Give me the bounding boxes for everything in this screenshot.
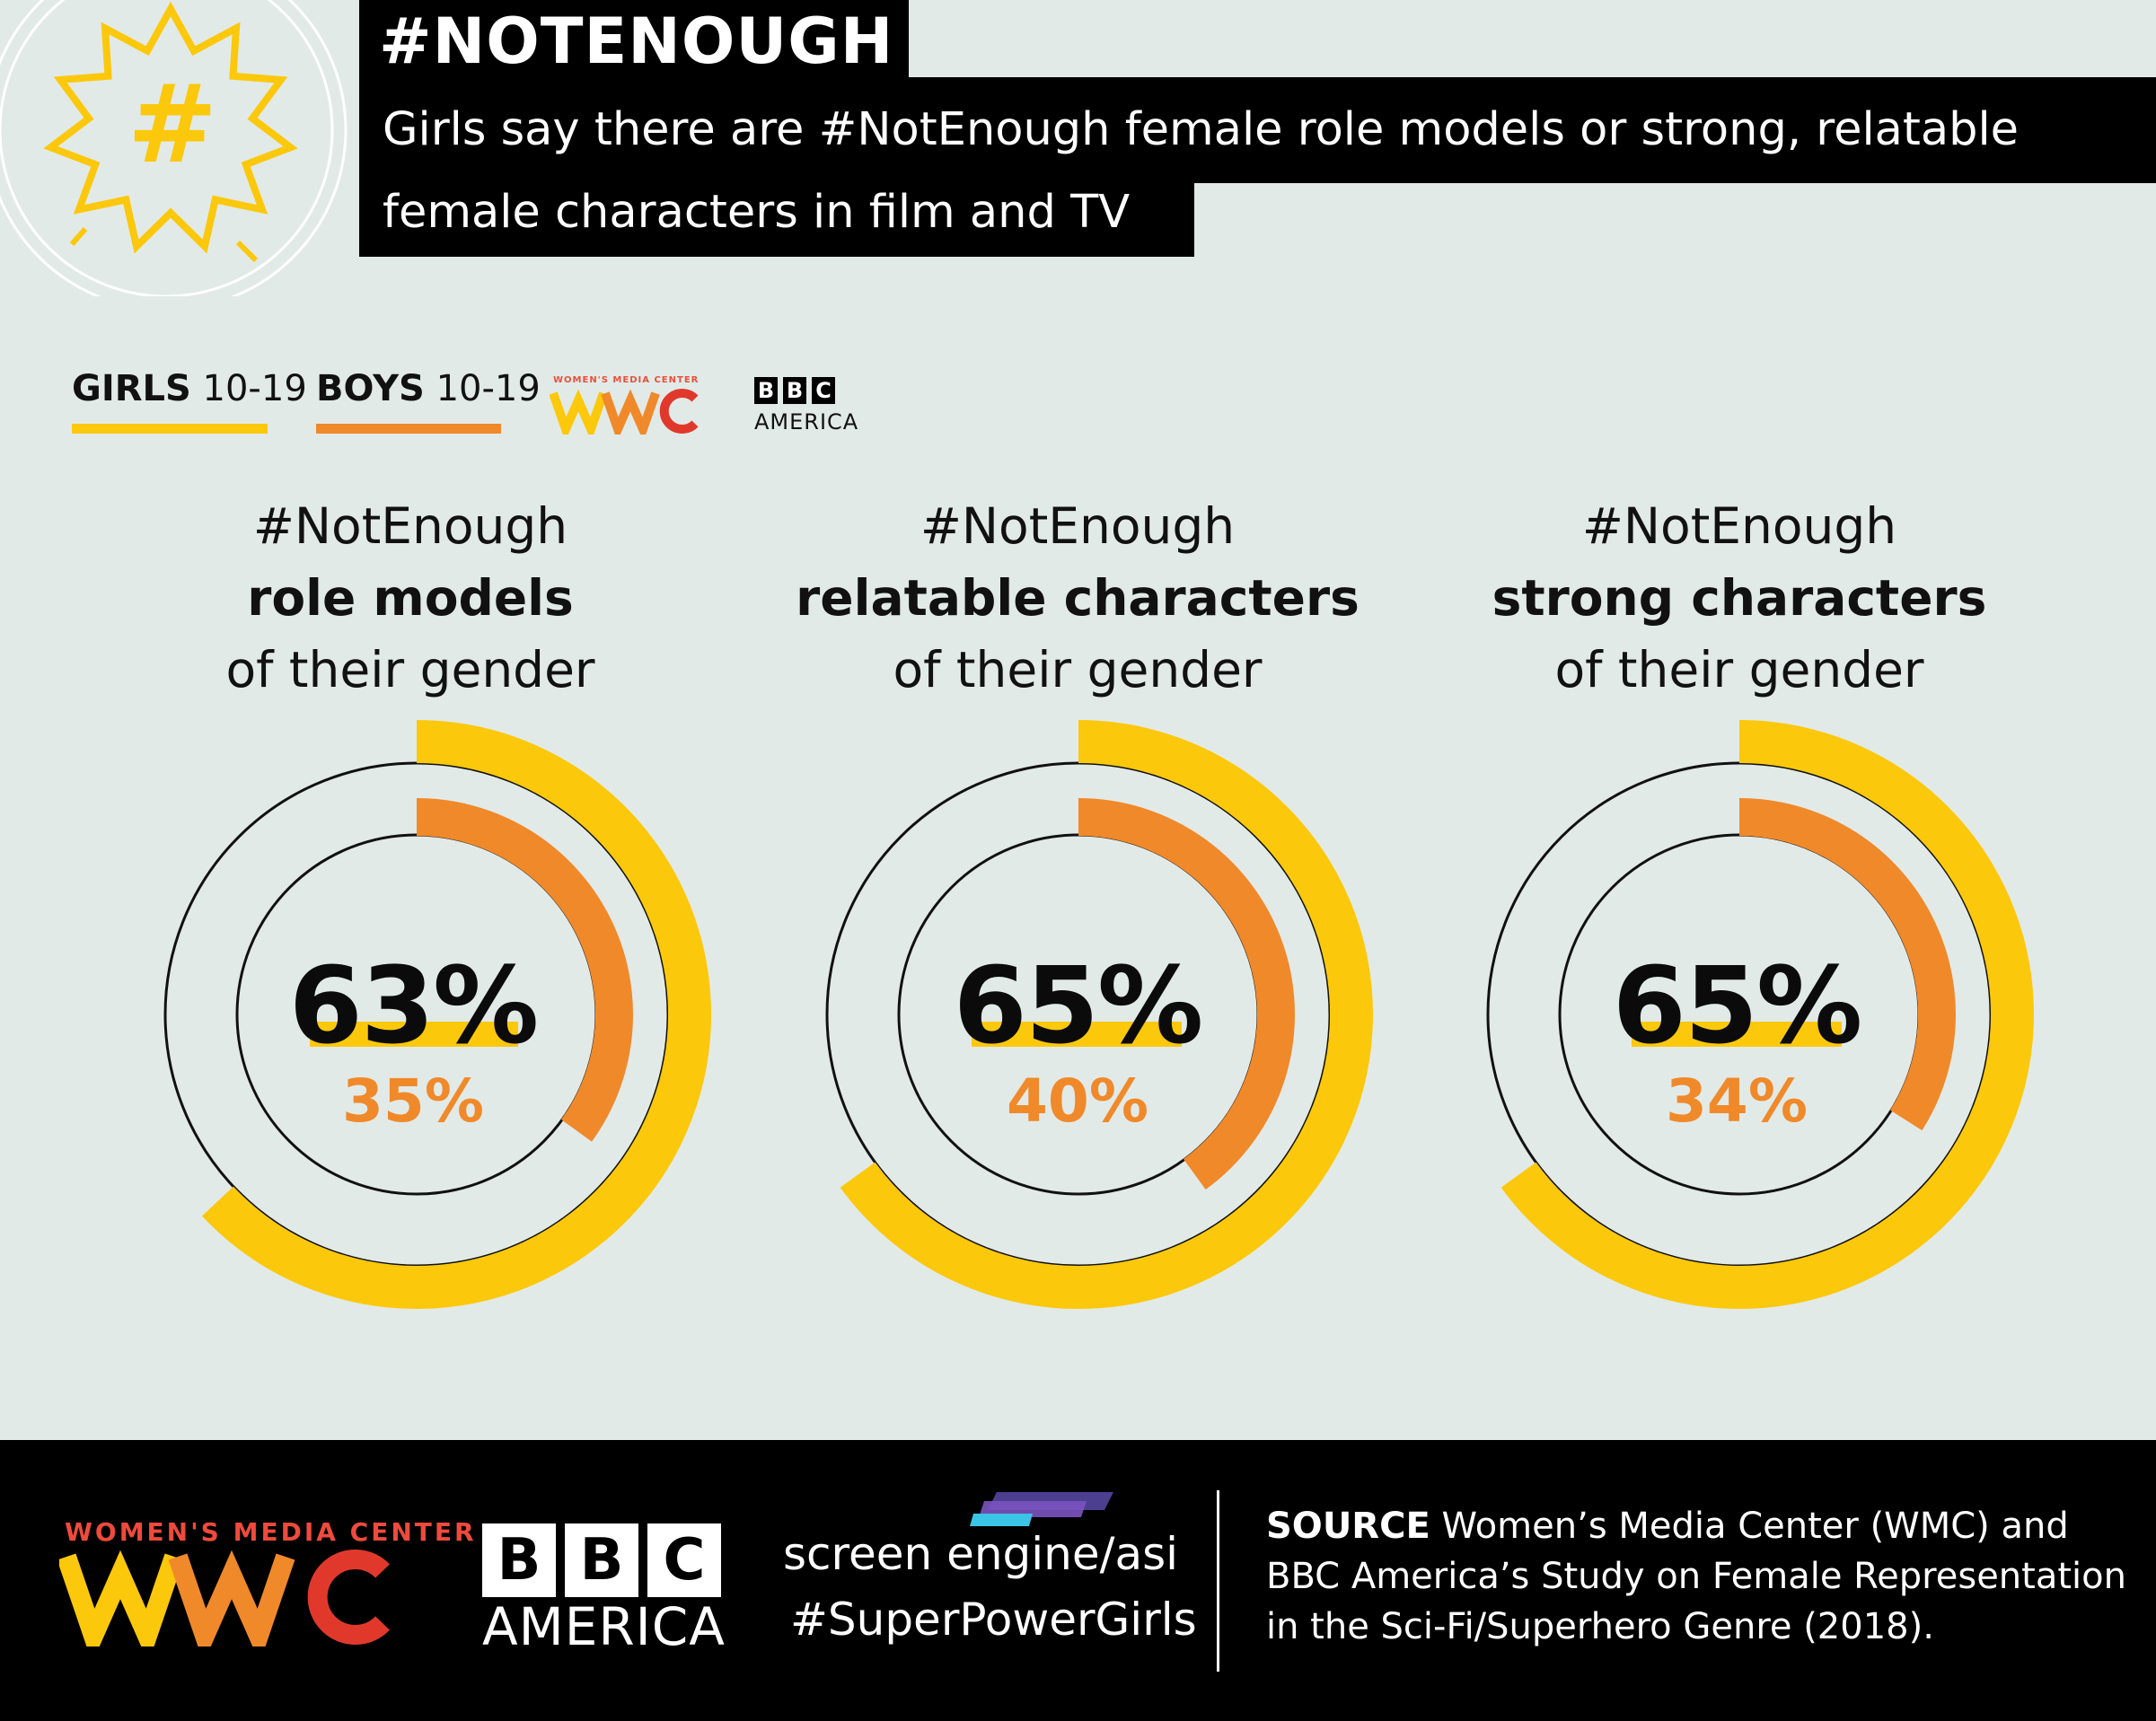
chart-1-heading-line-3: of their gender: [225, 641, 595, 698]
chart-1-girls-highlight: [310, 1022, 518, 1047]
bbc-america-small-sub: AMERICA: [754, 409, 859, 435]
bbc-footer-letter-1: B: [482, 1523, 556, 1597]
chart-3-heading-line-2: strong characters: [1492, 569, 1987, 627]
legend-boys-swatch: [316, 424, 501, 434]
chart-3-boys-arc: [1738, 798, 1956, 1131]
legend-boys: BOYS 10-19: [316, 368, 541, 409]
legend-girls-age: 10-19: [202, 368, 307, 409]
chart-2-heading: #NotEnough relatable characters of their…: [736, 490, 1419, 706]
chart-3-heading-line-1: #NotEnough: [1581, 497, 1897, 555]
chart-2-girls-value: 65%: [953, 944, 1203, 1067]
subtitle-line-2: female characters in film and TV: [359, 181, 1194, 257]
chart-1-girls-arc: [201, 720, 711, 1309]
wmc-logo-name: WOMEN'S MEDIA CENTER: [65, 1517, 477, 1547]
bbc-footer-letter-2: B: [565, 1523, 638, 1597]
chart-3-heading: #NotEnough strong characters of their ge…: [1398, 490, 2081, 706]
hashtag-badge-icon: #: [0, 0, 348, 296]
bbc-letter-1: B: [754, 377, 778, 404]
legend-girls: GIRLS 10-19: [72, 368, 307, 409]
chart-2-girls-arc: [840, 720, 1373, 1309]
screen-engine-text: screen engine/asi: [783, 1528, 1179, 1580]
chart-2-heading-line-1: #NotEnough: [920, 497, 1236, 555]
chart-3-girls-arc: [1500, 720, 2034, 1309]
bbc-footer-letter-3: C: [647, 1523, 721, 1597]
chart-2-heading-line-3: of their gender: [893, 641, 1263, 698]
chart-2-boys-value: 40%: [1007, 1067, 1148, 1136]
chart-3-boys-value: 34%: [1666, 1067, 1808, 1136]
subtitle-line-1: Girls say there are #NotEnough female ro…: [359, 77, 2156, 183]
source-label: SOURCE: [1266, 1506, 1430, 1547]
source-note: SOURCE Women’s Media Center (WMC) and BB…: [1266, 1501, 2128, 1652]
chart-3-girls-highlight: [1632, 1022, 1842, 1047]
footer-divider: [1217, 1490, 1219, 1672]
wmc-logo-mark: [59, 1550, 390, 1646]
chart-2-girls-highlight: [972, 1022, 1182, 1047]
chart-1-boys-value: 35%: [342, 1067, 484, 1136]
chart-1-girls-value: 63%: [288, 944, 539, 1067]
bbc-america-sub: AMERICA: [482, 1596, 726, 1657]
chart-1-heading-line-2: role models: [247, 569, 574, 627]
page-title: #NOTENOUGH: [359, 0, 909, 83]
legend-girls-label: GIRLS: [72, 368, 191, 409]
legend-boys-label: BOYS: [316, 368, 425, 409]
chart-1-heading-line-1: #NotEnough: [252, 497, 568, 555]
bbc-letter-3: C: [812, 377, 835, 404]
wmc-logo-small-mark: [550, 389, 699, 435]
chart-2-heading-line-2: relatable characters: [796, 569, 1360, 627]
source-text: Women’s Media Center (WMC) and BBC Ameri…: [1266, 1506, 2126, 1647]
chart-1-boys-arc: [416, 798, 633, 1142]
chart-1-heading: #NotEnough role models of their gender: [69, 490, 752, 706]
chart-3-girls-value: 65%: [1612, 944, 1862, 1067]
footer-bar: [0, 1440, 2156, 1721]
legend-girls-swatch: [72, 424, 268, 434]
bbc-letter-2: B: [783, 377, 806, 404]
wmc-logo-small-name: WOMEN'S MEDIA CENTER: [553, 375, 700, 385]
chart-2-boys-arc: [1078, 798, 1295, 1190]
screen-engine-stripes-icon: [970, 1492, 1113, 1526]
hashtag-superpowergirls: #SuperPowerGirls: [790, 1594, 1197, 1646]
chart-3-heading-line-3: of their gender: [1554, 641, 1924, 698]
legend-boys-age: 10-19: [436, 368, 541, 409]
badge-hash-symbol: #: [128, 63, 218, 188]
